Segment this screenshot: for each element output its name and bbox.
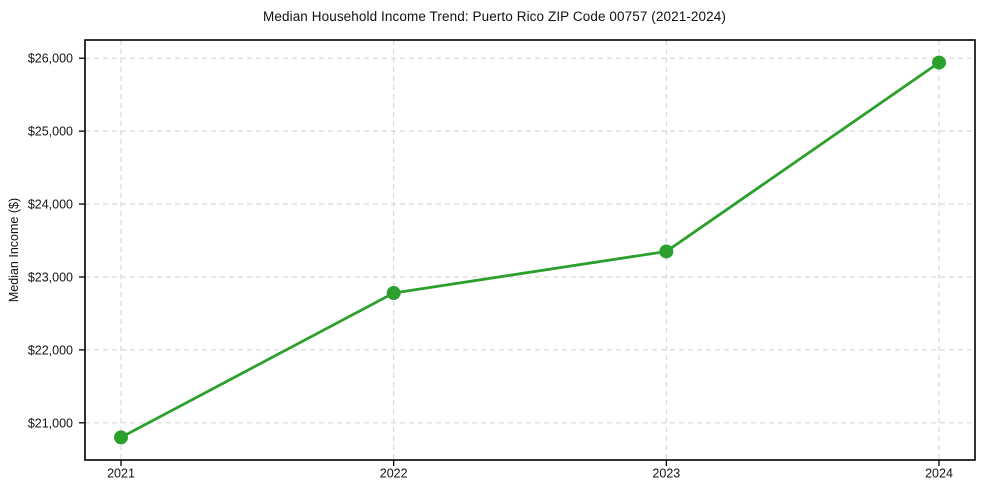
data-point-marker bbox=[932, 55, 946, 70]
chart-title: Median Household Income Trend: Puerto Ri… bbox=[263, 9, 726, 24]
trend-line bbox=[119, 61, 941, 439]
x-tick-label: 2021 bbox=[107, 467, 135, 481]
y-tick-label: $22,000 bbox=[28, 343, 73, 357]
x-tick-label: 2022 bbox=[380, 467, 408, 481]
data-point-marker bbox=[386, 286, 401, 301]
plot-border bbox=[84, 39, 976, 461]
y-axis-label: Median Income ($) bbox=[7, 197, 21, 303]
y-tick-label: $21,000 bbox=[28, 416, 73, 430]
data-point-marker bbox=[659, 244, 674, 259]
y-tick-label: $25,000 bbox=[28, 125, 73, 139]
x-tick-label: 2023 bbox=[652, 467, 680, 481]
y-tick-label: $24,000 bbox=[28, 198, 73, 212]
x-tick-label: 2024 bbox=[925, 467, 953, 481]
y-tick-label: $23,000 bbox=[28, 270, 73, 284]
y-tick-label: $26,000 bbox=[28, 52, 73, 66]
data-point-marker bbox=[114, 430, 128, 445]
